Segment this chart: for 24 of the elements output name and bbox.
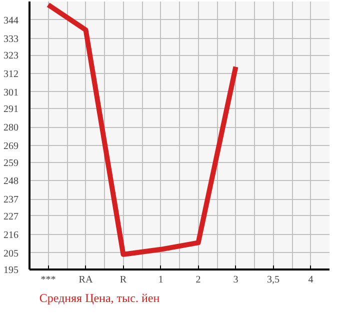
y-tick-label: 227	[4, 211, 18, 222]
x-tick-label: 1	[158, 274, 164, 286]
y-tick-label: 280	[4, 122, 18, 134]
x-tick-label: R	[120, 274, 127, 286]
text: Средняя Цена, тыс. йен	[39, 290, 160, 306]
x-tick-label: 2	[196, 274, 201, 286]
x-tick-label: 3,5	[267, 274, 280, 286]
y-tick-label: 248	[4, 176, 18, 188]
y-tick-label: 269	[4, 141, 18, 152]
y-tick-label: 333	[4, 34, 18, 45]
x-tick-label: 4	[308, 274, 314, 286]
y-tick-label: 323	[4, 50, 18, 62]
y-tick-label: 291	[4, 104, 18, 116]
y-tick-label: 301	[4, 87, 18, 98]
y-tick-label: 259	[4, 158, 18, 169]
y-tick-label: 237	[4, 194, 18, 206]
y-tick-label: 205	[4, 248, 18, 260]
y-tick-label: 195	[4, 265, 18, 276]
y-tick-label: 312	[4, 69, 18, 80]
y-tick-label: 216	[4, 230, 18, 241]
x-tick-label: RA	[78, 274, 94, 286]
x-tick-label: ***	[40, 274, 56, 286]
x-tick-label: 3	[233, 274, 238, 286]
y-tick-label: 344	[4, 15, 18, 26]
